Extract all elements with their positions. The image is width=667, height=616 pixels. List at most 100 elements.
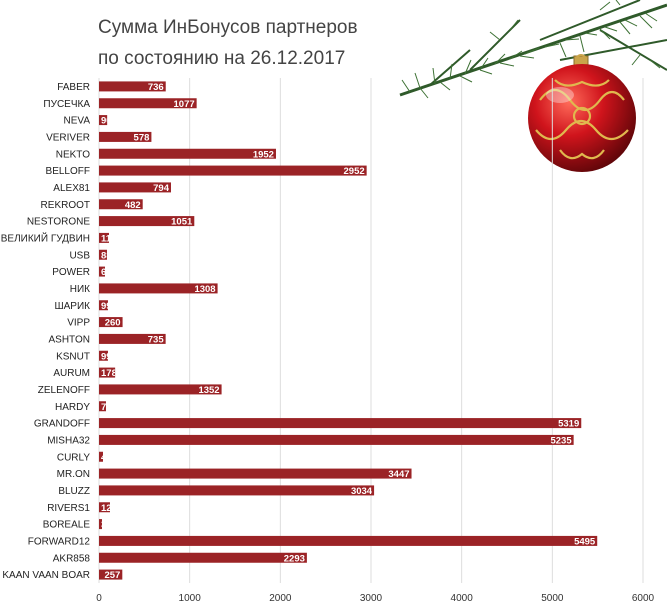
y-tick-label: ШАРИК: [54, 301, 90, 312]
y-tick-label: HARDY: [55, 402, 90, 413]
data-label: 66: [101, 267, 112, 278]
bar: [99, 569, 123, 580]
decoration: [399, 0, 667, 172]
y-tick-label: ZELENOFF: [38, 385, 90, 396]
data-label: 99: [101, 351, 112, 362]
bar: [99, 317, 123, 328]
y-tick-label: FORWARD12: [28, 536, 91, 547]
data-label: 2952: [344, 166, 365, 177]
data-label: 3447: [388, 469, 409, 480]
data-label: 3034: [351, 486, 373, 497]
data-label: 257: [104, 570, 120, 581]
bar: [99, 333, 166, 344]
data-label: 2293: [284, 553, 305, 564]
data-label: 5495: [574, 536, 596, 547]
data-label: 260: [105, 318, 121, 329]
x-tick-label: 0: [96, 593, 102, 604]
x-tick-label: 3000: [360, 593, 383, 604]
y-tick-label: ПУСЕЧКА: [43, 99, 90, 110]
data-label: 5235: [550, 435, 572, 446]
bar: [99, 418, 582, 429]
bar: [99, 199, 143, 210]
data-label: 578: [134, 132, 150, 143]
bar: [99, 249, 107, 260]
data-label: 794: [153, 183, 170, 194]
data-label: 735: [148, 334, 165, 345]
y-tick-label: VIPP: [67, 318, 90, 329]
bar: [99, 468, 412, 479]
y-tick-label: ALEX81: [53, 183, 90, 194]
data-label: 121: [101, 503, 118, 514]
bar: [99, 283, 218, 294]
x-tick-label: 2000: [269, 593, 292, 604]
y-tick-label: VERIVER: [46, 132, 90, 143]
bar: [99, 131, 152, 142]
data-label: 178: [101, 368, 117, 379]
bar: [99, 300, 108, 311]
y-tick-label: AURUM: [53, 368, 90, 379]
y-tick-label: ASHTON: [49, 334, 91, 345]
data-label: 482: [125, 200, 141, 211]
y-tick-label: AKR858: [53, 553, 91, 564]
y-tick-label: REKROOT: [41, 200, 90, 211]
x-tick-label: 5000: [541, 593, 564, 604]
data-label: 736: [148, 82, 164, 93]
x-tick-label: 4000: [451, 593, 474, 604]
chart-title: по состоянию на 26.12.2017: [98, 48, 345, 69]
bar: [99, 367, 116, 378]
bar: [99, 350, 108, 361]
data-label: 33: [101, 520, 112, 531]
data-label: 1352: [198, 385, 219, 396]
data-label: 90: [101, 116, 112, 127]
y-tick-label: NEKTO: [56, 149, 90, 160]
y-tick-label: RIVERS1: [47, 503, 90, 514]
bar: [99, 434, 574, 445]
y-tick-label: KAAN VAAN BOAR: [2, 570, 90, 581]
y-tick-label: POWER: [52, 267, 90, 278]
y-tick-label: BLUZZ: [58, 486, 90, 497]
bar: [99, 535, 598, 546]
y-tick-label: CURLY: [57, 452, 90, 463]
bar: [99, 266, 105, 277]
y-tick-label: FABER: [57, 82, 90, 93]
x-tick-label: 1000: [179, 593, 202, 604]
y-tick-label: НИК: [70, 284, 90, 295]
y-tick-label: USB: [69, 250, 90, 261]
bar: [99, 232, 109, 243]
data-label: 110: [101, 233, 116, 244]
data-label: 1051: [171, 217, 193, 228]
chart-title: Сумма ИнБонусов партнеров: [98, 17, 358, 38]
bar: [99, 384, 222, 395]
data-label: 44: [101, 452, 112, 463]
y-tick-label: BOREALE: [43, 520, 91, 531]
bar: [99, 81, 166, 92]
data-label: 88: [101, 250, 112, 261]
y-tick-label: KSNUT: [56, 351, 90, 362]
y-tick-label: NESTORONE: [27, 217, 90, 228]
data-label: 1308: [194, 284, 215, 295]
data-label: 77: [101, 402, 112, 413]
data-label: 1952: [253, 149, 274, 160]
y-tick-label: GRANDOFF: [34, 419, 90, 430]
bar: [99, 552, 307, 563]
bar: [99, 148, 276, 159]
y-tick-label: BELLOFF: [46, 166, 90, 177]
data-label: 99: [101, 301, 112, 312]
x-tick-label: 6000: [632, 593, 655, 604]
y-tick-label: MISHA32: [47, 435, 90, 446]
data-label: 5319: [558, 419, 579, 430]
bar: [99, 182, 171, 193]
y-tick-label: ВЕЛИКИЙ ГУДВИН: [1, 231, 90, 244]
bar: [99, 401, 106, 412]
bar: [99, 485, 375, 496]
y-tick-label: NEVA: [64, 116, 91, 127]
bar: [99, 502, 110, 513]
bar: [99, 519, 102, 530]
bar: [99, 451, 103, 462]
bar: [99, 165, 367, 176]
y-tick-label: MR.ON: [57, 469, 90, 480]
bar: [99, 115, 108, 126]
bar: [99, 98, 197, 109]
data-label: 1077: [174, 99, 195, 110]
